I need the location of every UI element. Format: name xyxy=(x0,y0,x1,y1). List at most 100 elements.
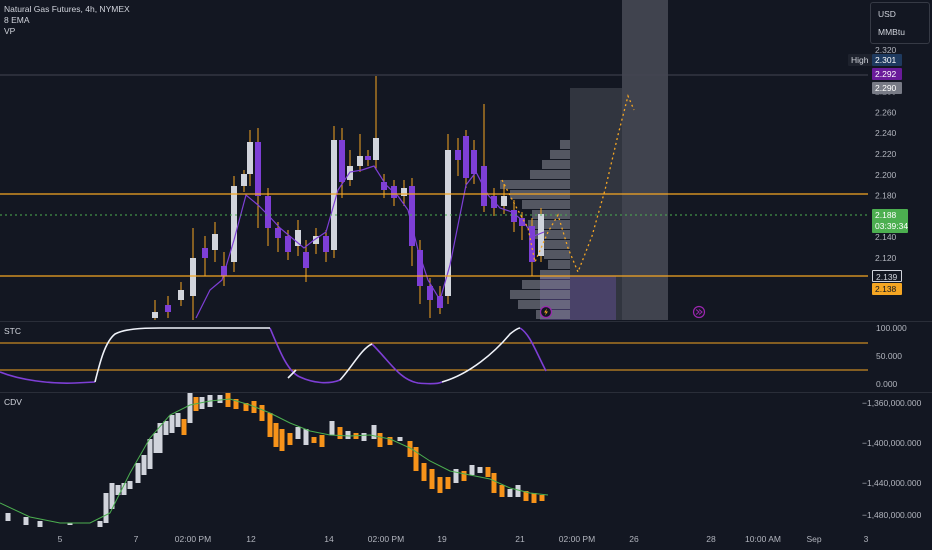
vp-bar xyxy=(540,240,570,249)
cdv-bar xyxy=(103,493,109,523)
forward-icon[interactable] xyxy=(692,305,706,319)
time-label: 02:00 PM xyxy=(558,534,596,544)
cdv-bar xyxy=(233,399,239,409)
stc-tick: 0.000 xyxy=(876,379,898,389)
cdv-pane[interactable]: CDV −1,360,000.000 −1,400,000.000 −1,440,0… xyxy=(0,393,932,528)
price-chart[interactable]: 2.3202.3002.2802.2602.2402.2202.2002.180… xyxy=(0,0,932,322)
lightning-icon[interactable] xyxy=(539,305,553,319)
cdv-tick: −1,360,000.000 xyxy=(862,398,922,408)
cdv-bar xyxy=(361,433,367,441)
vp-bar xyxy=(530,170,570,179)
candle-body xyxy=(313,236,319,244)
cdv-bar xyxy=(37,521,43,527)
vp-bar xyxy=(522,200,570,209)
stc-tick: 100.000 xyxy=(876,323,907,333)
cdv-bar xyxy=(97,521,103,527)
cdv-bar xyxy=(67,523,73,525)
cdv-bar xyxy=(115,485,121,495)
cdv-bar xyxy=(303,429,309,445)
cdv-bar xyxy=(279,429,285,451)
cdv-bar xyxy=(523,491,529,501)
candle-body xyxy=(381,182,387,190)
vp-bar xyxy=(528,220,570,229)
candle-body xyxy=(481,166,487,206)
time-label: 21 xyxy=(515,534,525,544)
cdv-bar xyxy=(499,485,505,497)
time-label: 7 xyxy=(133,534,139,544)
vp-bar xyxy=(510,290,570,299)
cdv-bar xyxy=(181,419,187,435)
cdv-bar xyxy=(121,483,127,495)
candle-body xyxy=(178,290,184,300)
candle-body xyxy=(152,312,158,318)
stc-pane[interactable]: STC 100.000 50.000 0.000 xyxy=(0,322,932,392)
cdv-bar xyxy=(287,433,293,445)
chart-legend: Natural Gas Futures, 4h, NYMEX 8 EMA VP xyxy=(4,4,130,37)
stc-axis[interactable]: 100.000 50.000 0.000 xyxy=(876,323,907,389)
candle-body xyxy=(323,236,329,252)
currency-label[interactable]: USD xyxy=(878,9,896,19)
cdv-bar xyxy=(377,433,383,447)
candle-body xyxy=(265,196,271,228)
stc-tick: 50.000 xyxy=(876,351,902,361)
cdv-axis[interactable]: −1,360,000.000 −1,400,000.000 −1,440,000.0… xyxy=(862,398,922,520)
candle-body xyxy=(519,218,525,226)
candle-body xyxy=(455,150,461,160)
time-label: 19 xyxy=(437,534,447,544)
cdv-bar xyxy=(453,469,459,483)
cdv-bar xyxy=(329,421,335,435)
vp-indicator-label[interactable]: VP xyxy=(4,26,16,36)
unit-label[interactable]: MMBtu xyxy=(878,27,905,37)
volume-profile xyxy=(500,0,668,320)
stc-line-up xyxy=(94,327,521,383)
cdv-bar xyxy=(539,495,545,501)
cdv-bar xyxy=(225,393,231,407)
cdv-candles xyxy=(5,393,545,527)
vp-bar xyxy=(500,180,570,189)
projection-path xyxy=(501,93,635,274)
vp-zone-gray xyxy=(622,0,668,320)
candle-body xyxy=(202,248,208,258)
candle-body xyxy=(231,186,237,262)
cdv-bar xyxy=(243,403,249,411)
time-label: 10:00 AM xyxy=(745,534,781,544)
cdv-bar xyxy=(147,439,153,469)
candle-body xyxy=(471,150,477,174)
cdv-bar xyxy=(187,393,193,423)
time-label: 14 xyxy=(324,534,334,544)
candle-body xyxy=(401,188,407,196)
gray-value-tag: 2.290 xyxy=(872,82,902,94)
cdv-bar xyxy=(109,483,115,509)
cdv-bar xyxy=(445,477,451,489)
cdv-bar xyxy=(531,493,537,503)
candle-body xyxy=(357,156,363,166)
candle-body xyxy=(285,236,291,252)
symbol-title[interactable]: Natural Gas Futures, 4h, NYMEX xyxy=(4,4,130,14)
vp-bar xyxy=(544,250,570,259)
vp-bar xyxy=(518,300,570,309)
stc-line-down xyxy=(0,327,547,385)
orange-value-tag: 2.138 xyxy=(872,283,902,295)
white-value-tag: 2.139 xyxy=(872,270,902,282)
candle-body xyxy=(417,250,423,286)
cdv-tick: −1,480,000.000 xyxy=(862,510,922,520)
cdv-bar xyxy=(413,447,419,471)
cdv-bar xyxy=(141,455,147,475)
cdv-bar xyxy=(169,415,175,433)
pane-separator[interactable] xyxy=(0,321,932,322)
ema-indicator-label[interactable]: 8 EMA xyxy=(4,15,30,25)
time-label: Sep xyxy=(806,534,822,544)
cdv-bar xyxy=(429,469,435,489)
candle-body xyxy=(538,214,544,256)
price-tick: 2.180 xyxy=(875,191,897,201)
currency-unit-box[interactable]: USD MMBtu xyxy=(870,2,930,44)
candle-body xyxy=(255,142,261,196)
high-label: High xyxy=(848,54,872,66)
candle-body xyxy=(275,228,281,238)
vp-bar xyxy=(542,160,570,169)
candle-body xyxy=(445,150,451,296)
time-label: 28 xyxy=(706,534,716,544)
pane-separator[interactable] xyxy=(0,392,932,393)
cdv-bar xyxy=(23,517,29,525)
cdv-bar xyxy=(461,471,467,481)
